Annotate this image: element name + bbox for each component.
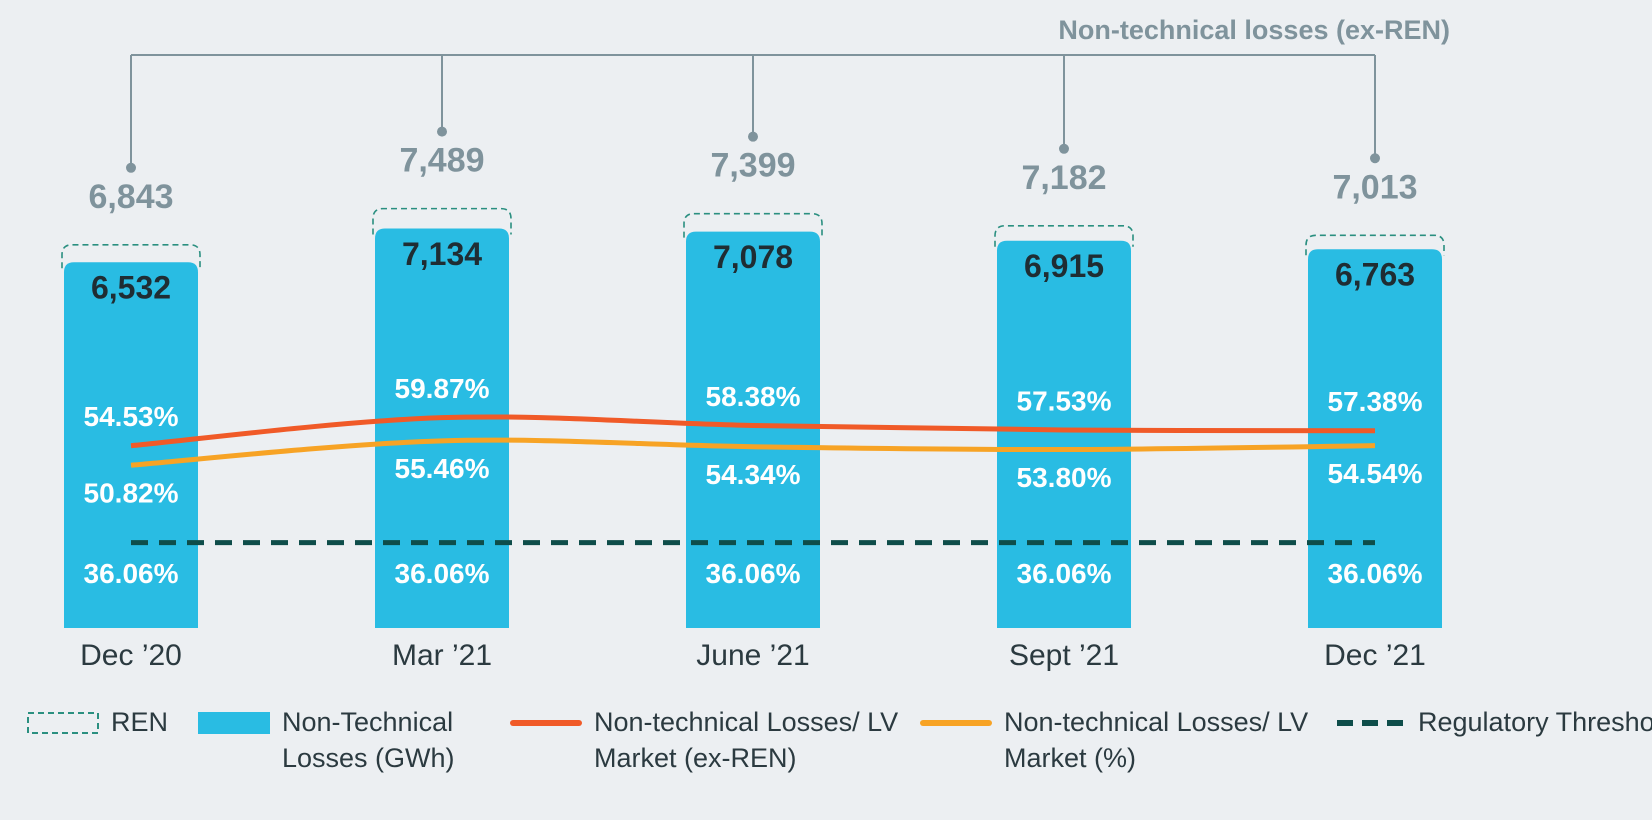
swatch	[27, 712, 99, 734]
legend-label: Non-Technical Losses (GWh)	[282, 707, 455, 773]
legend-label: Non-technical Losses/ LV Market (ex-REN)	[594, 707, 899, 773]
value-label: 36.06%	[706, 558, 801, 589]
bracket-dot	[126, 162, 136, 173]
legend-label: REN	[111, 707, 169, 737]
bar	[686, 231, 820, 628]
total-label: 7,399	[710, 147, 795, 185]
value-label: 36.06%	[1328, 558, 1423, 589]
bar	[1308, 249, 1442, 628]
x-tick-label: Dec ’20	[80, 639, 182, 672]
legend-label: Regulatory Threshold	[1418, 707, 1652, 737]
x-tick-label: Dec ’21	[1324, 639, 1426, 672]
annotation: Non-technical losses (ex-REN)	[1058, 15, 1450, 45]
value-label: 54.54%	[1328, 458, 1423, 489]
ren-outline	[1305, 234, 1445, 256]
ren-outline	[372, 207, 512, 235]
legend-label: Non-technical Losses/ LV Market (%)	[1004, 707, 1309, 773]
value-label: 54.53%	[84, 401, 179, 432]
value-label: 55.46%	[395, 453, 490, 484]
bar-value-label: 6,763	[1335, 257, 1415, 293]
swatch	[198, 712, 270, 734]
value-label: 59.87%	[395, 373, 490, 404]
chart: Non-technical losses (ex-REN) 6,532 7,134…	[61, 15, 1450, 672]
line	[130, 414, 1376, 449]
value-label: 50.82%	[84, 478, 179, 509]
ren-outline	[994, 225, 1134, 247]
value-label: 53.80%	[1017, 462, 1112, 493]
total-label: 6,843	[88, 178, 173, 216]
bracket-dot	[1059, 143, 1069, 154]
x-tick-label: Sept ’21	[1009, 639, 1119, 672]
bar-value-label: 7,078	[713, 239, 793, 275]
ren-outline	[683, 212, 823, 238]
value-label: 36.06%	[84, 558, 179, 589]
bar-value-label: 6,532	[91, 270, 171, 306]
bar-value-label: 6,915	[1024, 248, 1104, 284]
x-tick-label: Mar ’21	[392, 639, 492, 672]
bracket-dot	[437, 126, 447, 137]
legend-swatch	[920, 720, 992, 726]
value-label: 54.34%	[706, 459, 801, 490]
value-label: 58.38%	[706, 381, 801, 412]
legend-swatch	[27, 712, 99, 734]
bar	[997, 240, 1131, 628]
legend-swatch	[198, 712, 270, 734]
bracket-dot	[1370, 153, 1380, 164]
legend-swatch	[510, 720, 582, 726]
line	[130, 437, 1376, 468]
total-label: 7,013	[1332, 168, 1417, 206]
x-tick-label: June ’21	[696, 639, 809, 672]
value-label: 57.38%	[1328, 386, 1423, 417]
bar	[375, 228, 509, 628]
value-label: 57.53%	[1017, 385, 1112, 416]
bar-value-label: 7,134	[402, 236, 482, 272]
total-label: 7,182	[1021, 159, 1106, 197]
legend-swatch	[1337, 720, 1403, 726]
value-label: 36.06%	[395, 558, 490, 589]
bracket-dot	[748, 131, 758, 142]
total-label: 7,489	[399, 142, 484, 180]
value-label: 36.06%	[1017, 558, 1112, 589]
